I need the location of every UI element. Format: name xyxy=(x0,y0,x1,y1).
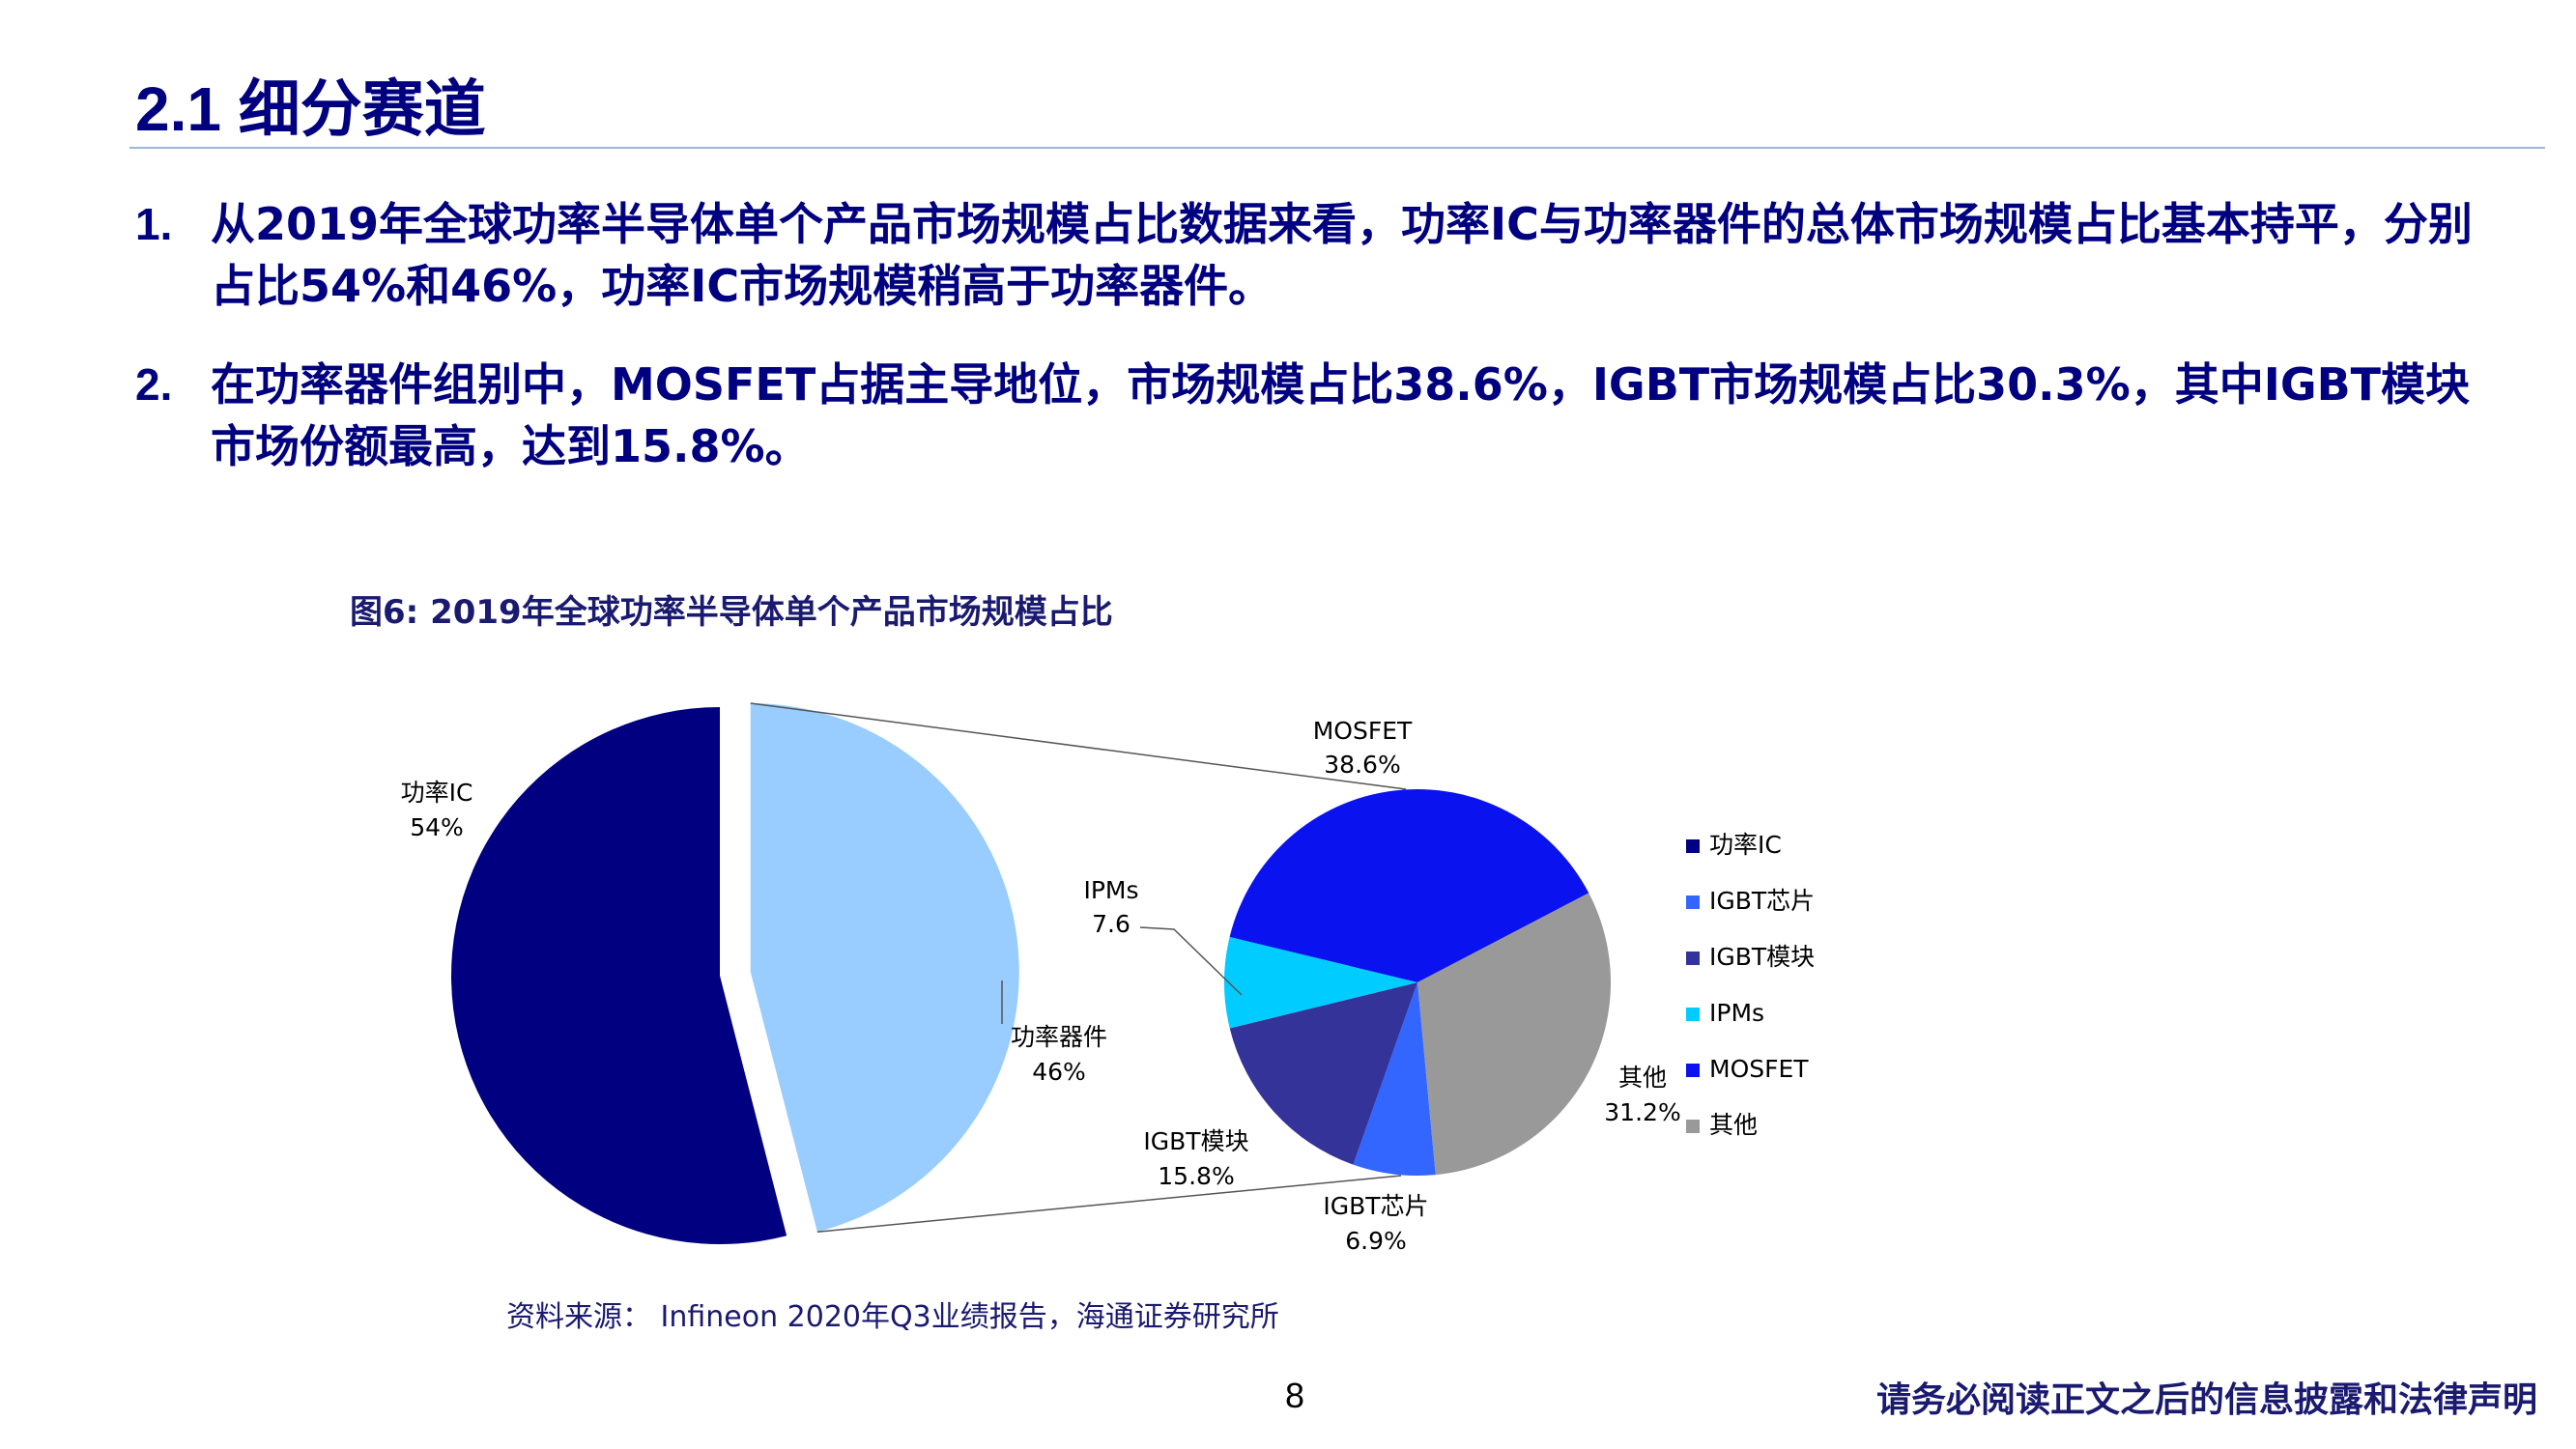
legend-label-others: 其他 xyxy=(1709,1111,1758,1139)
pie-value-igbt-chip: 6.9% xyxy=(1345,1227,1407,1255)
source-note: 资料来源： Infineon 2020年Q3业绩报告，海通证券研究所 xyxy=(506,1300,1279,1334)
pie-label-igbt-chip: IGBT芯片 xyxy=(1323,1192,1428,1220)
bullet-list: 1. 从2019年全球功率半导体单个产品市场规模占比数据来看，功率IC与功率器件… xyxy=(135,193,2474,514)
connector-line-top xyxy=(750,702,1407,790)
legend-swatch-igbt-chip xyxy=(1686,895,1700,909)
legend-label-power-ic: 功率IC xyxy=(1709,831,1782,859)
legend-swatch-igbt-module xyxy=(1686,952,1700,965)
bullet-text: 在功率器件组别中，MOSFET占据主导地位，市场规模占比38.6%，IGBT市场… xyxy=(211,358,2471,472)
page-title: 2.1 细分赛道 xyxy=(135,74,486,144)
bullet-text: 从2019年全球功率半导体单个产品市场规模占比数据来看，功率IC与功率器件的总体… xyxy=(211,198,2473,312)
pie-value-power-devices: 46% xyxy=(1032,1058,1086,1086)
pie-label-igbt-module: IGBT模块 xyxy=(1143,1127,1248,1155)
pie-slice-power-ic xyxy=(451,707,787,1244)
pie-value-mosfet: 38.6% xyxy=(1324,751,1400,779)
bullet-item: 2. 在功率器件组别中，MOSFET占据主导地位，市场规模占比38.6%，IGB… xyxy=(135,354,2474,477)
pie-label-power-ic: 功率IC xyxy=(401,779,473,807)
bullet-number: 2. xyxy=(135,359,173,410)
pie-slice-igbt-module xyxy=(1229,982,1417,1165)
bullet-number: 1. xyxy=(135,199,173,249)
legend-label-igbt-chip: IGBT芯片 xyxy=(1709,887,1815,915)
figure-caption: 图6: 2019年全球功率半导体单个产品市场规模占比 xyxy=(350,593,1113,632)
legend-swatch-others xyxy=(1686,1120,1700,1133)
pie-slice-ipms xyxy=(1223,936,1417,1029)
pie-value-igbt-module: 15.8% xyxy=(1158,1162,1234,1190)
disclaimer: 请务必阅读正文之后的信息披露和法律声明 xyxy=(1875,1379,2537,1420)
pie-slice-igbt-chip xyxy=(1353,982,1436,1176)
legend-label-igbt-module: IGBT模块 xyxy=(1709,943,1815,971)
pie-value-others: 31.2% xyxy=(1604,1098,1680,1126)
page-number: 8 xyxy=(1285,1376,1305,1415)
legend-swatch-power-ic xyxy=(1686,839,1700,853)
connector-line-bottom xyxy=(816,1175,1402,1234)
pie-slice-mosfet xyxy=(1229,789,1589,982)
legend-swatch-mosfet xyxy=(1686,1064,1700,1077)
pie-label-power-devices: 功率器件 xyxy=(1011,1023,1107,1051)
legend-swatch-ipms xyxy=(1686,1008,1700,1021)
title-divider xyxy=(129,147,2545,149)
pie-value-power-ic: 54% xyxy=(410,813,464,841)
pie-slice-others xyxy=(1417,893,1611,1176)
pie-value-ipms: 7.6 xyxy=(1092,910,1131,938)
pie-label-others: 其他 xyxy=(1618,1064,1667,1092)
legend-label-ipms: IPMs xyxy=(1709,999,1764,1027)
leader-line-ipms xyxy=(1139,926,1243,996)
bullet-item: 1. 从2019年全球功率半导体单个产品市场规模占比数据来看，功率IC与功率器件… xyxy=(135,193,2474,317)
pie-slice-power-devices xyxy=(750,702,1019,1233)
pie-label-ipms: IPMs xyxy=(1083,876,1138,904)
pie-label-mosfet: MOSFET xyxy=(1313,717,1413,745)
legend-label-mosfet: MOSFET xyxy=(1709,1055,1809,1083)
